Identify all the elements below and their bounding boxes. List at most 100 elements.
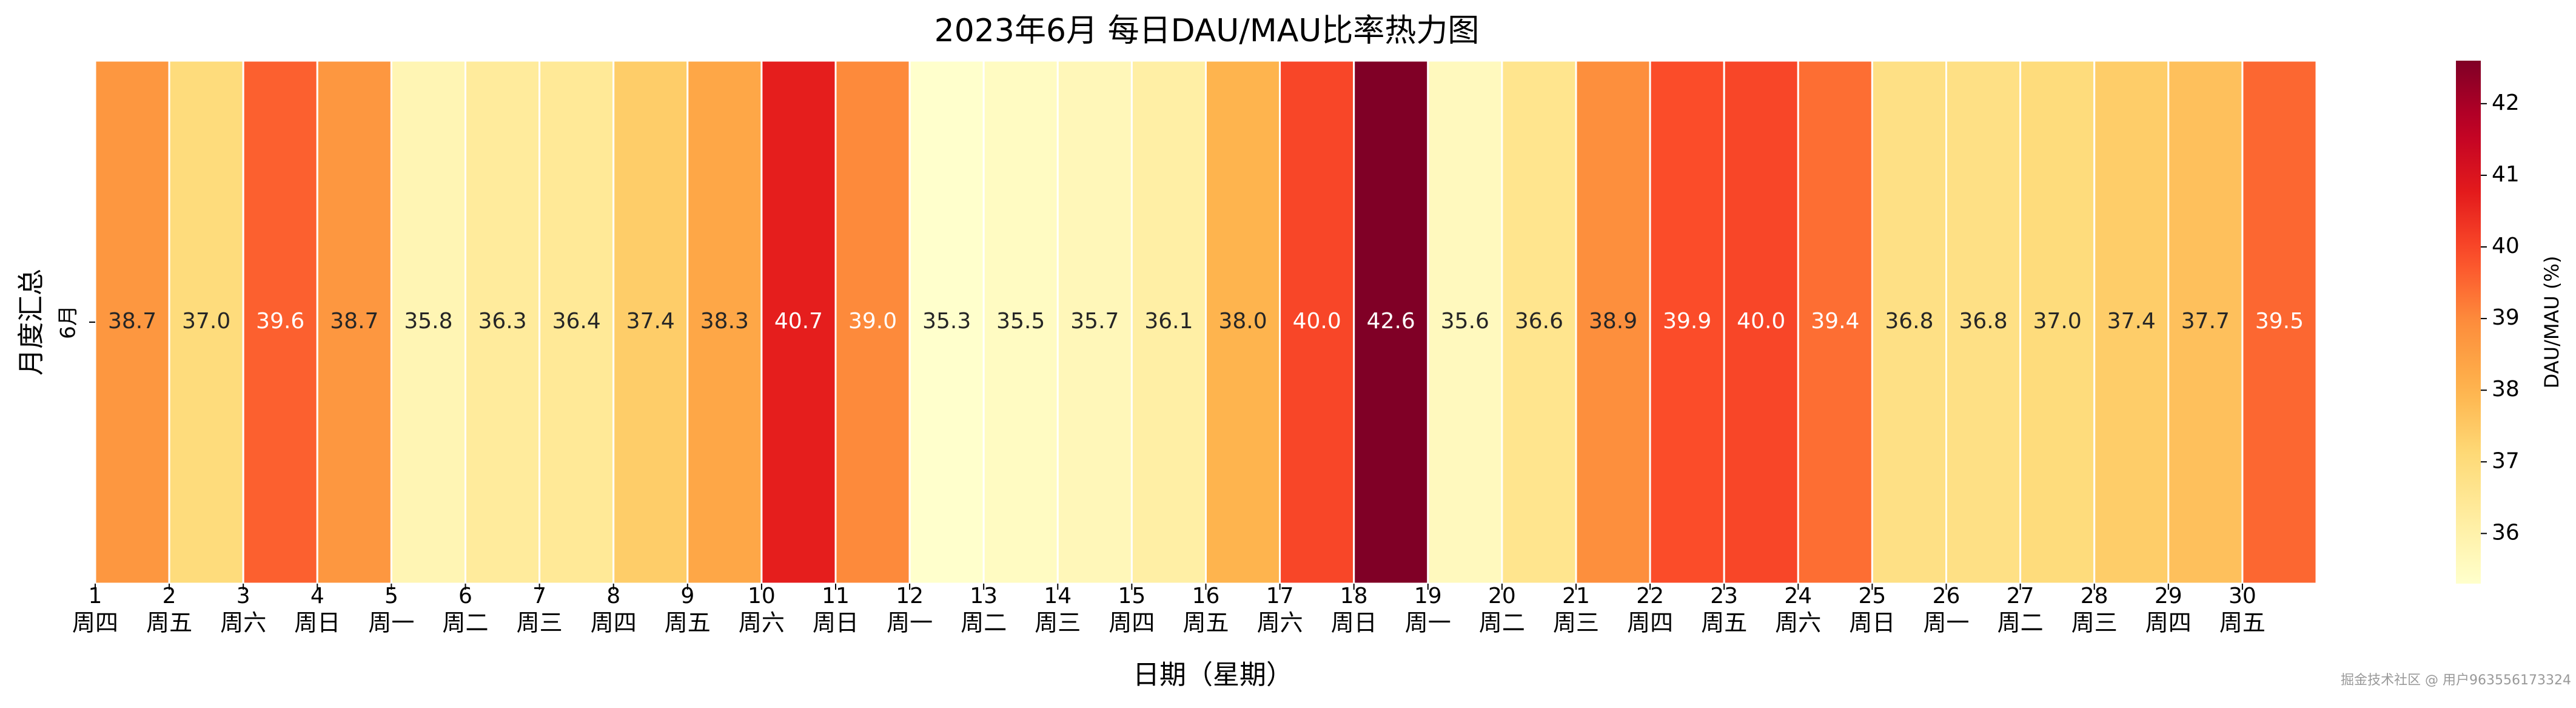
x-tick-label: 1 [89, 584, 102, 609]
x-tick-weekday: 周五 [1701, 610, 1747, 636]
x-tick-weekday: 周二 [961, 610, 1007, 636]
heatmap-cell [1871, 59, 1947, 585]
x-tick-weekday: 周二 [442, 610, 488, 636]
x-tick-label: 22 [1636, 584, 1664, 609]
x-tick-label: 17 [1266, 584, 1294, 609]
heatmap-cell [316, 59, 392, 585]
heatmap-cell [1279, 59, 1355, 585]
x-tick-label: 21 [1562, 584, 1590, 609]
colorbar-tick-label: 36 [2492, 520, 2520, 545]
x-tick-label: 19 [1414, 584, 1442, 609]
heatmap-cell [1723, 59, 1799, 585]
x-tick-label: 14 [1044, 584, 1072, 609]
cell-label: 38.7 [330, 309, 378, 334]
x-tick-label: 27 [2007, 584, 2034, 609]
x-tick-weekday: 周五 [1182, 610, 1229, 636]
heatmap-cell [242, 59, 318, 585]
heatmap-cell [94, 59, 170, 585]
heatmap-cell [168, 59, 244, 585]
cell-label: 36.3 [478, 309, 526, 334]
heatmap-cell [390, 59, 467, 585]
x-tick-weekday: 周六 [1257, 610, 1303, 636]
x-tick-weekday: 周日 [813, 610, 859, 636]
y-axis-label: 月度汇总 [16, 269, 47, 376]
heatmap-cell [465, 59, 541, 585]
x-tick-weekday: 周六 [220, 610, 266, 636]
x-tick-label: 2 [163, 584, 176, 609]
cell-label: 36.8 [1885, 309, 1933, 334]
cell-label: 39.6 [256, 309, 304, 334]
cell-label: 39.4 [1811, 309, 1859, 334]
x-tick-weekday: 周日 [294, 610, 340, 636]
heatmap-cell [982, 59, 1059, 585]
heatmap-cell [1575, 59, 1651, 585]
heatmap-cell [1501, 59, 1577, 585]
heatmap-cell [1649, 59, 1725, 585]
cell-label: 38.0 [1218, 309, 1267, 334]
heatmap-cell [1205, 59, 1281, 585]
colorbar-tick-label: 41 [2492, 162, 2520, 187]
cell-label: 40.0 [1737, 309, 1785, 334]
cell-label: 38.7 [108, 309, 156, 334]
colorbar-tick-label: 40 [2492, 234, 2520, 258]
cell-label: 35.5 [996, 309, 1045, 334]
x-tick-label: 28 [2081, 584, 2108, 609]
x-tick-label: 9 [680, 584, 694, 609]
x-tick-weekday: 周四 [2145, 610, 2192, 636]
heatmap-cell [1427, 59, 1503, 585]
x-tick-label: 29 [2155, 584, 2182, 609]
x-tick-weekday: 周六 [739, 610, 785, 636]
heatmap-cell [2093, 59, 2170, 585]
x-tick-weekday: 周三 [1035, 610, 1081, 636]
x-tick-weekday: 周日 [1331, 610, 1377, 636]
x-tick-label: 6 [458, 584, 472, 609]
x-tick-label: 30 [2229, 584, 2256, 609]
cell-label: 38.3 [700, 309, 749, 334]
x-tick-weekday: 周二 [1997, 610, 2044, 636]
x-tick-weekday: 周五 [665, 610, 711, 636]
x-tick-label: 15 [1118, 584, 1145, 609]
x-tick-label: 25 [1858, 584, 1886, 609]
x-tick-weekday: 周一 [368, 610, 414, 636]
cell-label: 37.0 [2033, 309, 2082, 334]
cell-label: 35.7 [1070, 309, 1119, 334]
cell-label: 36.4 [552, 309, 601, 334]
x-tick-weekday: 周五 [2219, 610, 2266, 636]
cell-label: 37.7 [2181, 309, 2230, 334]
x-tick-label: 23 [1710, 584, 1738, 609]
x-tick-weekday: 周一 [1405, 610, 1451, 636]
heatmap-cell [538, 59, 615, 585]
colorbar-tick-label: 37 [2492, 448, 2520, 473]
cell-label: 36.8 [1959, 309, 2007, 334]
x-tick-label: 8 [606, 584, 620, 609]
x-tick-label: 12 [896, 584, 924, 609]
watermark: 掘金技术社区 @ 用户963556173324 [2341, 673, 2571, 688]
cell-label: 39.9 [1663, 309, 1711, 334]
x-tick-weekday: 周一 [1923, 610, 1969, 636]
x-tick-weekday: 周三 [517, 610, 563, 636]
x-tick-label: 16 [1192, 584, 1220, 609]
x-tick-label: 10 [748, 584, 776, 609]
x-tick-label: 5 [384, 584, 398, 609]
chart-title: 2023年6月 每日DAU/MAU比率热力图 [934, 13, 1480, 49]
heatmap-cell [2241, 59, 2318, 585]
cell-label: 35.6 [1441, 309, 1489, 334]
cell-label: 40.7 [774, 309, 823, 334]
x-tick-weekday: 周一 [887, 610, 933, 636]
x-tick-weekday: 周三 [2071, 610, 2118, 636]
cell-label: 36.1 [1144, 309, 1193, 334]
cell-label: 36.6 [1515, 309, 1563, 334]
heatmap-cell [1056, 59, 1133, 585]
cell-label: 42.6 [1367, 309, 1415, 334]
heatmap-cell [2167, 59, 2244, 585]
y-tick-label: 6月 [56, 305, 81, 339]
colorbar-label: DAU/MAU (%) [2540, 256, 2563, 389]
x-tick-weekday: 周四 [1627, 610, 1673, 636]
x-tick-label: 4 [310, 584, 324, 609]
x-tick-weekday: 周三 [1553, 610, 1599, 636]
colorbar-tick-label: 42 [2492, 90, 2520, 115]
colorbar-tick-label: 38 [2492, 377, 2520, 402]
x-tick-label: 7 [532, 584, 546, 609]
x-tick-label: 18 [1340, 584, 1368, 609]
cell-label: 39.5 [2255, 309, 2304, 334]
